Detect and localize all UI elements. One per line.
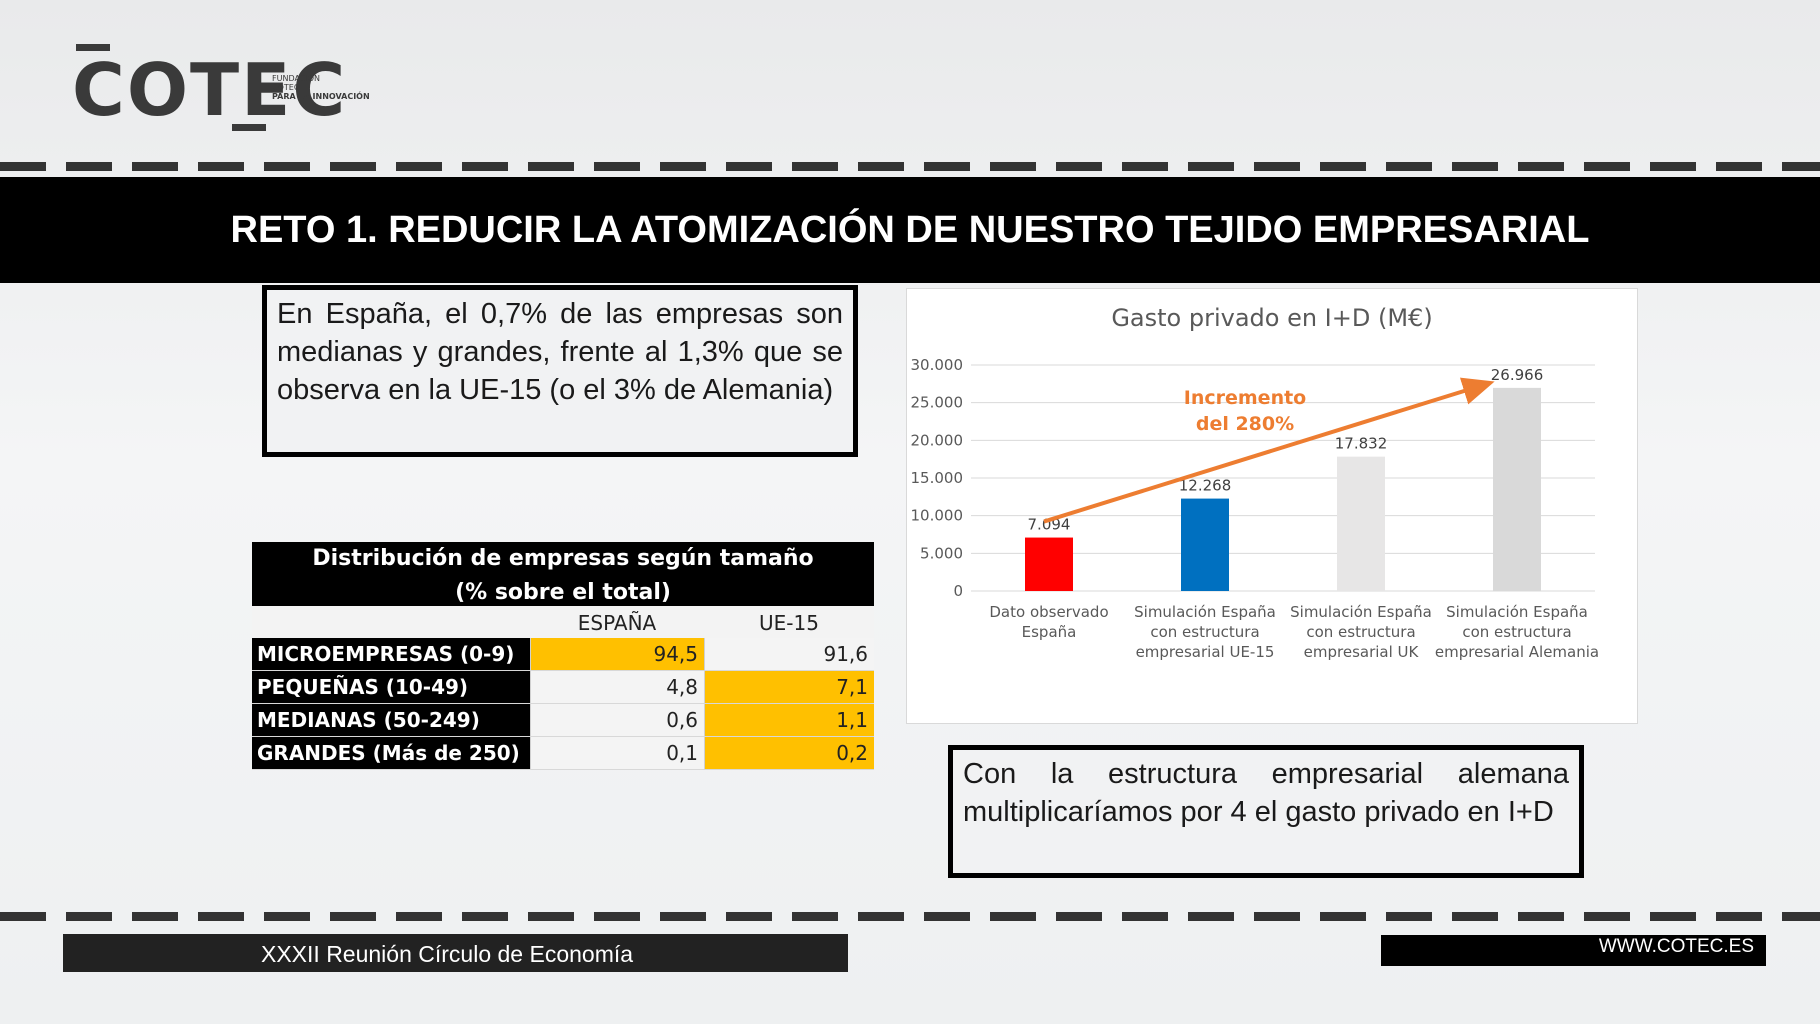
annotation-label: del 280% bbox=[1196, 413, 1294, 435]
logo-subtitle: FUNDACIÓN COTEC PARA LA INNOVACIÓN bbox=[272, 74, 370, 101]
cell-espana: 94,5 bbox=[530, 638, 704, 670]
logo-subtitle-line: PARA LA INNOVACIÓN bbox=[272, 92, 370, 101]
info-box-text: En España, el 0,7% de las empresas son m… bbox=[277, 298, 843, 406]
table-row: PEQUEÑAS (10-49) 4,8 7,1 bbox=[252, 671, 874, 704]
table-header-empty bbox=[252, 606, 530, 638]
bar bbox=[1025, 537, 1073, 591]
bar bbox=[1181, 498, 1229, 591]
page-title: RETO 1. REDUCIR LA ATOMIZACIÓN DE NUESTR… bbox=[230, 208, 1590, 251]
info-box-germany: Con la estructura empresarial alemana mu… bbox=[948, 745, 1584, 878]
y-tick-label: 10.000 bbox=[911, 507, 964, 525]
cell-espana: 0,6 bbox=[530, 704, 704, 736]
x-tick-label: empresarial UE-15 bbox=[1136, 643, 1275, 661]
row-label: PEQUEÑAS (10-49) bbox=[252, 671, 530, 703]
annotation-label: Incremento bbox=[1184, 387, 1306, 409]
chart-canvas: Gasto privado en I+D (M€) 0 5.000 10.000 15.… bbox=[911, 304, 1600, 661]
table-row: GRANDES (Más de 250) 0,1 0,2 bbox=[252, 737, 874, 770]
increase-arrow bbox=[1043, 377, 1495, 524]
footer-event-bar: XXXII Reunión Círculo de Economía bbox=[63, 934, 848, 972]
row-label: GRANDES (Más de 250) bbox=[252, 737, 530, 769]
x-tick-label: empresarial UK bbox=[1304, 643, 1420, 661]
table-body: MICROEMPRESAS (0-9) 94,5 91,6 PEQUEÑAS (10-… bbox=[252, 638, 874, 770]
data-label: 26.966 bbox=[1491, 366, 1544, 384]
footer-event-label: XXXII Reunión Círculo de Economía bbox=[261, 941, 634, 967]
x-tick-label: con estructura bbox=[1462, 623, 1571, 641]
table-row: MICROEMPRESAS (0-9) 94,5 91,6 bbox=[252, 638, 874, 671]
cell-ue15: 0,2 bbox=[704, 737, 874, 769]
x-tick-label: Simulación España bbox=[1290, 603, 1432, 621]
info-box-text: Con la estructura empresarial alemana mu… bbox=[963, 758, 1569, 828]
column-header-ue15: UE-15 bbox=[759, 611, 819, 635]
cotec-logo: COTEC FUNDACIÓN COTEC PARA LA INNOVACIÓN bbox=[72, 44, 382, 134]
y-tick-label: 15.000 bbox=[911, 469, 964, 487]
rd-spending-chart: Gasto privado en I+D (M€) 0 5.000 10.000 15.… bbox=[906, 288, 1638, 724]
x-tick-label: con estructura bbox=[1150, 623, 1259, 641]
cell-ue15: 91,6 bbox=[704, 638, 874, 670]
dashed-divider-bottom bbox=[0, 912, 1820, 921]
bar bbox=[1493, 387, 1541, 591]
table-title: Distribución de empresas según tamaño (%… bbox=[252, 542, 874, 606]
logo-subtitle-line: COTEC bbox=[272, 83, 300, 92]
logo-bar-bottom bbox=[232, 124, 266, 131]
logo-wordmark: COTEC bbox=[72, 48, 348, 132]
cell-ue15: 1,1 bbox=[704, 704, 874, 736]
distribution-table: Distribución de empresas según tamaño (%… bbox=[252, 542, 874, 770]
cell-ue15: 7,1 bbox=[704, 671, 874, 703]
logo-bar-top bbox=[76, 44, 110, 51]
table-title-line: Distribución de empresas según tamaño bbox=[312, 546, 814, 571]
info-box-spain: En España, el 0,7% de las empresas son m… bbox=[262, 285, 858, 457]
table-row: MEDIANAS (50-249) 0,6 1,1 bbox=[252, 704, 874, 737]
x-tick-label: empresarial Alemania bbox=[1435, 643, 1599, 661]
y-tick-label: 20.000 bbox=[911, 431, 964, 449]
table-title-line: (% sobre el total) bbox=[455, 580, 671, 605]
data-label: 17.832 bbox=[1335, 435, 1388, 453]
bar bbox=[1337, 456, 1385, 591]
x-tick-label: Dato observado bbox=[989, 603, 1108, 621]
y-tick-label: 5.000 bbox=[920, 544, 963, 562]
x-tick-label: Simulación España bbox=[1446, 603, 1588, 621]
row-label: MICROEMPRESAS (0-9) bbox=[252, 638, 530, 670]
x-tick-label: España bbox=[1022, 623, 1077, 641]
website-link[interactable]: WWW.COTEC.ES bbox=[1598, 936, 1754, 957]
footer-website-bar[interactable]: WWW.COTEC.ES bbox=[1381, 935, 1766, 966]
y-tick-label: 30.000 bbox=[911, 356, 964, 374]
y-tick-label: 25.000 bbox=[911, 394, 964, 412]
row-label: MEDIANAS (50-249) bbox=[252, 704, 530, 736]
table-header-row: ESPAÑA UE-15 bbox=[252, 606, 874, 638]
y-tick-label: 0 bbox=[953, 582, 963, 600]
column-header-espana: ESPAÑA bbox=[577, 611, 657, 635]
title-band: RETO 1. REDUCIR LA ATOMIZACIÓN DE NUESTR… bbox=[0, 177, 1820, 283]
cell-espana: 4,8 bbox=[530, 671, 704, 703]
dashed-divider-top bbox=[0, 162, 1820, 171]
cell-espana: 0,1 bbox=[530, 737, 704, 769]
data-label: 7.094 bbox=[1028, 516, 1071, 534]
x-tick-label: con estructura bbox=[1306, 623, 1415, 641]
logo-subtitle-line: FUNDACIÓN bbox=[272, 74, 321, 83]
chart-title: Gasto privado en I+D (M€) bbox=[1111, 304, 1432, 332]
data-label: 12.268 bbox=[1179, 477, 1232, 495]
x-tick-label: Simulación España bbox=[1134, 603, 1276, 621]
